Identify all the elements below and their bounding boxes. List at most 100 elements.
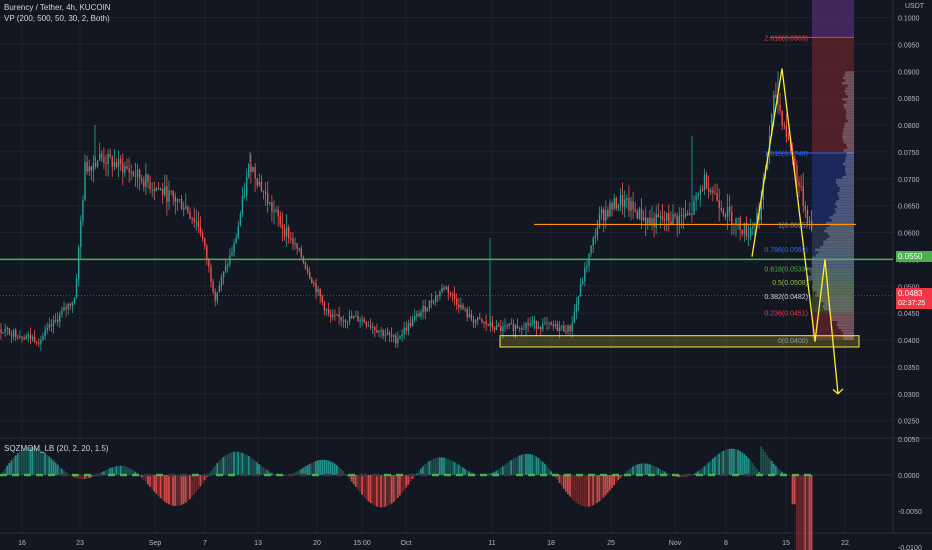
- osc-bar: [562, 475, 565, 489]
- osc-bar: [126, 466, 128, 475]
- volume-bar: [845, 159, 854, 163]
- volume-bar: [823, 240, 854, 244]
- candle-body: [617, 204, 620, 209]
- candle-body: [619, 195, 622, 205]
- candle-body: [172, 190, 174, 197]
- volume-bar: [809, 270, 854, 273]
- symbol-title[interactable]: Burency / Tether, 4h, KUCOIN: [4, 3, 111, 12]
- squeeze-dot: [300, 473, 307, 477]
- osc-bar: [86, 475, 88, 479]
- osc-bar: [102, 471, 105, 475]
- candle-body: [598, 213, 601, 228]
- osc-bar: [222, 456, 225, 475]
- price-tick: 0.0350: [898, 365, 920, 372]
- osc-bar: [724, 450, 727, 475]
- osc-bar: [134, 471, 137, 475]
- candle-body: [304, 262, 307, 269]
- price-tick: 0.0300: [898, 392, 920, 399]
- candle-body: [435, 295, 437, 302]
- candle-body: [468, 314, 470, 318]
- volume-bar: [818, 251, 854, 254]
- osc-bar: [527, 453, 529, 475]
- candle-body: [663, 219, 666, 221]
- time-tick: 22: [841, 540, 849, 547]
- osc-bar: [745, 456, 748, 475]
- volume-bar: [845, 71, 854, 74]
- candle-body: [390, 334, 393, 337]
- volume-bar: [824, 302, 854, 305]
- candle-body: [596, 227, 599, 236]
- osc-bar: [262, 467, 265, 475]
- osc-bar: [758, 471, 760, 475]
- candle-body: [743, 222, 746, 234]
- osc-bar: [29, 447, 32, 475]
- volume-bar: [812, 256, 854, 260]
- volume-bar: [846, 154, 854, 158]
- projection-path: [751, 68, 839, 394]
- volume-bar: [812, 288, 854, 292]
- candle-body: [269, 202, 271, 204]
- osc-bar: [58, 466, 61, 475]
- candle-body: [340, 317, 342, 321]
- volume-profile-legend[interactable]: VP (200, 500, 50, 30, 2, Both): [4, 14, 110, 23]
- osc-bar: [367, 475, 370, 502]
- candle-body: [220, 277, 223, 286]
- osc-bar: [541, 461, 544, 475]
- osc-bar: [768, 458, 771, 475]
- osc-bar: [317, 460, 319, 475]
- candle-body: [369, 325, 372, 328]
- volume-bar: [844, 125, 854, 128]
- volume-bar: [812, 283, 854, 287]
- candle-body: [661, 216, 664, 220]
- osc-bar: [92, 475, 95, 477]
- volume-bar: [845, 170, 854, 174]
- candle-body: [716, 193, 718, 201]
- candle-body: [441, 287, 443, 292]
- osc-bar: [661, 470, 664, 475]
- osc-bar: [283, 475, 286, 476]
- candle-body: [651, 218, 653, 224]
- candle-body: [332, 315, 334, 318]
- candle-body: [659, 216, 662, 218]
- candle-body: [470, 314, 473, 320]
- candle-body: [401, 334, 403, 337]
- indicator-legend[interactable]: SQZMOM_LB (20, 2, 20, 1.5): [4, 444, 109, 453]
- indicator-tick: -0.0050: [898, 509, 922, 516]
- osc-bar: [386, 475, 389, 507]
- volume-bar: [842, 135, 854, 139]
- candle-body: [367, 325, 370, 327]
- candle-body: [474, 320, 477, 323]
- fib-label: 1.618(0.0748): [764, 151, 808, 158]
- candle-body: [420, 312, 422, 317]
- squeeze-dot: [456, 473, 463, 477]
- candle-body: [638, 208, 641, 219]
- time-tick: 15: [782, 540, 790, 547]
- squeeze-dot: [384, 473, 391, 477]
- candle-body: [432, 301, 435, 303]
- osc-bar: [487, 474, 489, 475]
- osc-bar: [707, 462, 710, 475]
- candle-body: [19, 336, 21, 338]
- osc-bar: [651, 465, 653, 475]
- osc-bar: [178, 475, 181, 506]
- squeeze-dot: [192, 473, 199, 477]
- squeeze-dot: [492, 473, 499, 477]
- price-tick: 0.0600: [898, 231, 920, 238]
- drawings-layer[interactable]: [0, 68, 893, 395]
- squeeze-dot: [744, 473, 751, 477]
- candle-body: [124, 166, 126, 173]
- volume-bar: [811, 272, 854, 276]
- osc-bar: [401, 475, 403, 493]
- price-tick: 0.0800: [898, 123, 920, 130]
- osc-bar: [191, 475, 193, 497]
- candle-body: [697, 194, 699, 197]
- candle-body: [355, 315, 357, 317]
- candle-body: [735, 218, 737, 224]
- candle-body: [437, 295, 439, 297]
- candle-body: [2, 332, 4, 334]
- candle-body: [630, 201, 632, 211]
- candle-body: [590, 245, 592, 254]
- osc-bar: [310, 462, 313, 475]
- osc-bar: [558, 475, 561, 483]
